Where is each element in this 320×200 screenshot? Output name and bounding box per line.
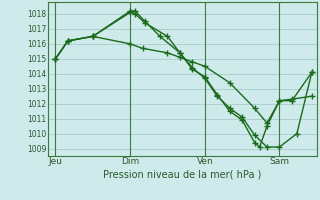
X-axis label: Pression niveau de la mer( hPa ): Pression niveau de la mer( hPa ) [103,169,261,179]
